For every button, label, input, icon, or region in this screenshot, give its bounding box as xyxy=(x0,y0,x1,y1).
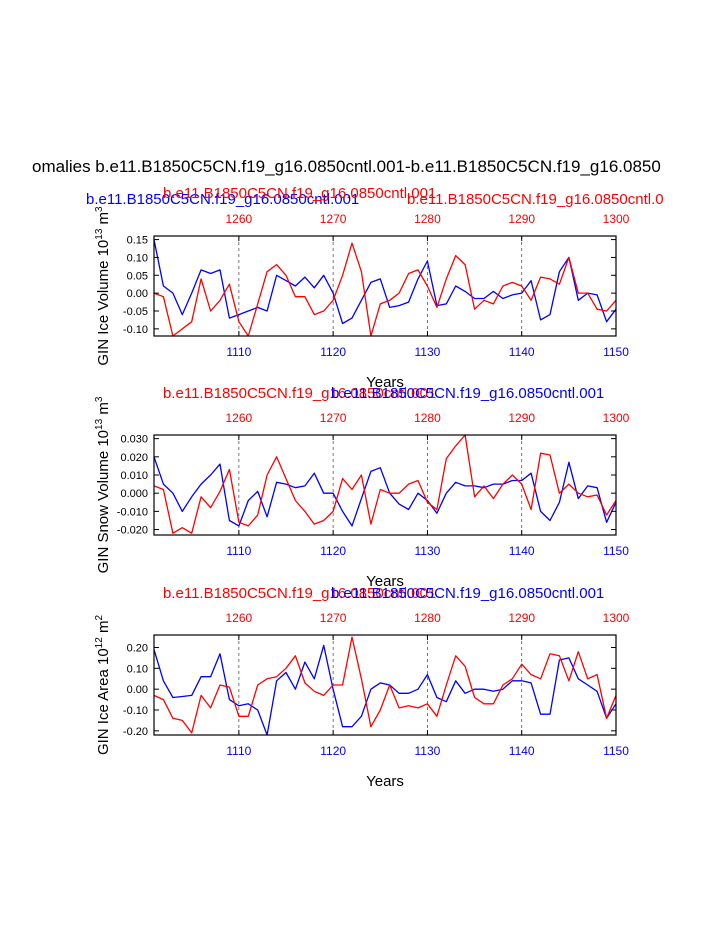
page-title: omalies b.e11.B1850C5CN.f19_g16.0850cntl… xyxy=(32,157,661,176)
x-tick-label-bottom: 1110 xyxy=(226,744,251,758)
x-tick-label-top: 1300 xyxy=(603,212,630,226)
x-tick-label-top: 1260 xyxy=(226,611,253,625)
x-tick-label-bottom: 1120 xyxy=(320,544,346,558)
x-tick-label-bottom: 1110 xyxy=(226,544,251,558)
y-tick-label: 0.000 xyxy=(120,488,148,500)
y-axis-label: GIN Snow Volume 1013 m3 xyxy=(94,396,112,573)
panel-ice-volume: b.e11.B1850C5CN.f19_g16.0850cntl.001 b.e… xyxy=(86,185,664,391)
y-axis-label-part: m xyxy=(95,212,112,229)
x-tick-label-top: 1260 xyxy=(226,411,253,425)
panel-ice-area: b.e11.B1850C5CN.f19_g16.0850cntl.001 b.e… xyxy=(94,585,630,790)
top-label-red: b.e11.B1850C5CN.f19_g16.0850cntl.001 xyxy=(163,385,436,402)
y-tick-label: 0.030 xyxy=(120,434,148,446)
series-line-blue xyxy=(153,456,617,527)
plot-frame xyxy=(153,235,617,337)
panel-ice-area-plot: -0.20 -0.10 0.00 0.10 0.20 1110 1120 1130 1140 11… xyxy=(94,611,630,790)
x-tick-label-bottom: 1130 xyxy=(415,345,441,359)
y-tick-label: -0.10 xyxy=(123,705,148,717)
x-tick-label-bottom: 1140 xyxy=(509,544,535,558)
y-tick-label: 0.10 xyxy=(127,252,148,264)
series-line-red xyxy=(153,434,617,534)
series-line-red xyxy=(153,242,617,337)
plot-frame xyxy=(153,634,617,736)
y-tick-label: 0.00 xyxy=(127,288,148,300)
x-tick-label-bottom: 1140 xyxy=(509,345,535,359)
top-label-blue: b.e11.B1850C5CN.f19_g16.0850cntl.001 xyxy=(331,385,604,402)
y-axis-label-part: 2 xyxy=(94,615,105,621)
y-tick-label: 0.15 xyxy=(127,235,148,247)
y-axis-label-part: 13 xyxy=(94,228,105,240)
y-tick-label: -0.010 xyxy=(117,506,148,518)
panel-ice-volume-plot: -0.10 -0.05 0.00 0.05 0.10 0.15 1110 1120 1130 11… xyxy=(94,206,630,391)
x-tick-label-top: 1260 xyxy=(226,212,253,226)
y-tick-label: 0.20 xyxy=(127,643,148,655)
x-tick-label-top: 1300 xyxy=(603,611,630,625)
top-label-red: b.e11.B1850C5CN.f19_g16.0850cntl.001 xyxy=(163,585,436,602)
series-line-red xyxy=(153,636,617,734)
x-tick-label-bottom: 1140 xyxy=(509,744,535,758)
top-label-red-2: b.e11.B1850C5CN.f19_g16.0850cntl.0 xyxy=(407,191,664,208)
x-tick-label-top: 1270 xyxy=(320,212,347,226)
y-tick-label: 0.020 xyxy=(120,452,148,464)
x-tick-label-bottom: 1120 xyxy=(320,345,346,359)
top-label-red: b.e11.B1850C5CN.f19_g16.0850cntl.001 xyxy=(163,185,436,202)
x-tick-label-top: 1300 xyxy=(603,411,630,425)
x-tick-label-bottom: 1120 xyxy=(320,744,346,758)
y-tick-label: 0.010 xyxy=(120,470,148,482)
y-axis-label-part: m xyxy=(95,402,112,419)
x-axis-label: Years xyxy=(366,374,404,391)
x-tick-label-top: 1290 xyxy=(508,411,535,425)
y-tick-label: -0.05 xyxy=(123,306,148,318)
series-line-blue xyxy=(153,644,617,736)
y-tick-label: 0.00 xyxy=(127,684,148,696)
y-tick-label: -0.20 xyxy=(123,726,148,738)
y-axis-label: GIN Ice Volume 1013 m3 xyxy=(94,206,112,366)
series-line-blue xyxy=(153,239,617,325)
x-tick-label-bottom: 1130 xyxy=(415,544,441,558)
panel-snow-volume-plot: -0.020 -0.010 0.000 0.010 0.020 0.030 1110 1120… xyxy=(94,396,630,590)
y-axis-label-part: GIN Ice Volume 10 xyxy=(95,240,112,366)
x-tick-label-bottom: 1150 xyxy=(603,544,629,558)
y-axis-label-part: GIN Snow Volume 10 xyxy=(95,430,112,573)
x-tick-label-bottom: 1130 xyxy=(415,744,441,758)
y-axis-label-part: 13 xyxy=(94,418,105,430)
x-tick-label-bottom: 1150 xyxy=(603,744,629,758)
x-tick-label-top: 1280 xyxy=(414,611,441,625)
x-axis-label: Years xyxy=(366,573,404,590)
plot-frame xyxy=(153,434,617,536)
x-tick-label-top: 1270 xyxy=(320,611,347,625)
y-tick-label: 0.10 xyxy=(127,663,148,675)
y-tick-label: -0.020 xyxy=(117,525,148,537)
x-tick-label-top: 1280 xyxy=(414,411,441,425)
y-axis-label-part: 12 xyxy=(94,637,105,649)
y-axis-label-part: GIN Ice Area 10 xyxy=(95,648,112,755)
x-tick-label-top: 1270 xyxy=(320,411,347,425)
x-tick-label-top: 1290 xyxy=(508,611,535,625)
top-label-blue: b.e11.B1850C5CN.f19_g16.0850cntl.001 xyxy=(86,191,359,208)
y-axis-label-part: 3 xyxy=(94,396,105,402)
x-tick-label-bottom: 1110 xyxy=(226,345,251,359)
panel-snow-volume: b.e11.B1850C5CN.f19_g16.0850cntl.001 b.e… xyxy=(94,385,630,590)
y-tick-label: -0.10 xyxy=(123,324,148,336)
x-tick-label-top: 1290 xyxy=(508,212,535,226)
y-axis-label-part: 3 xyxy=(94,206,105,212)
top-label-blue: b.e11.B1850C5CN.f19_g16.0850cntl.001 xyxy=(331,585,604,602)
x-tick-label-bottom: 1150 xyxy=(603,345,629,359)
x-tick-label-top: 1280 xyxy=(414,212,441,226)
x-axis-label: Years xyxy=(366,773,404,790)
y-axis-label-part: m xyxy=(95,621,112,638)
y-tick-label: 0.05 xyxy=(127,270,148,282)
y-axis-label: GIN Ice Area 1012 m2 xyxy=(94,615,112,756)
